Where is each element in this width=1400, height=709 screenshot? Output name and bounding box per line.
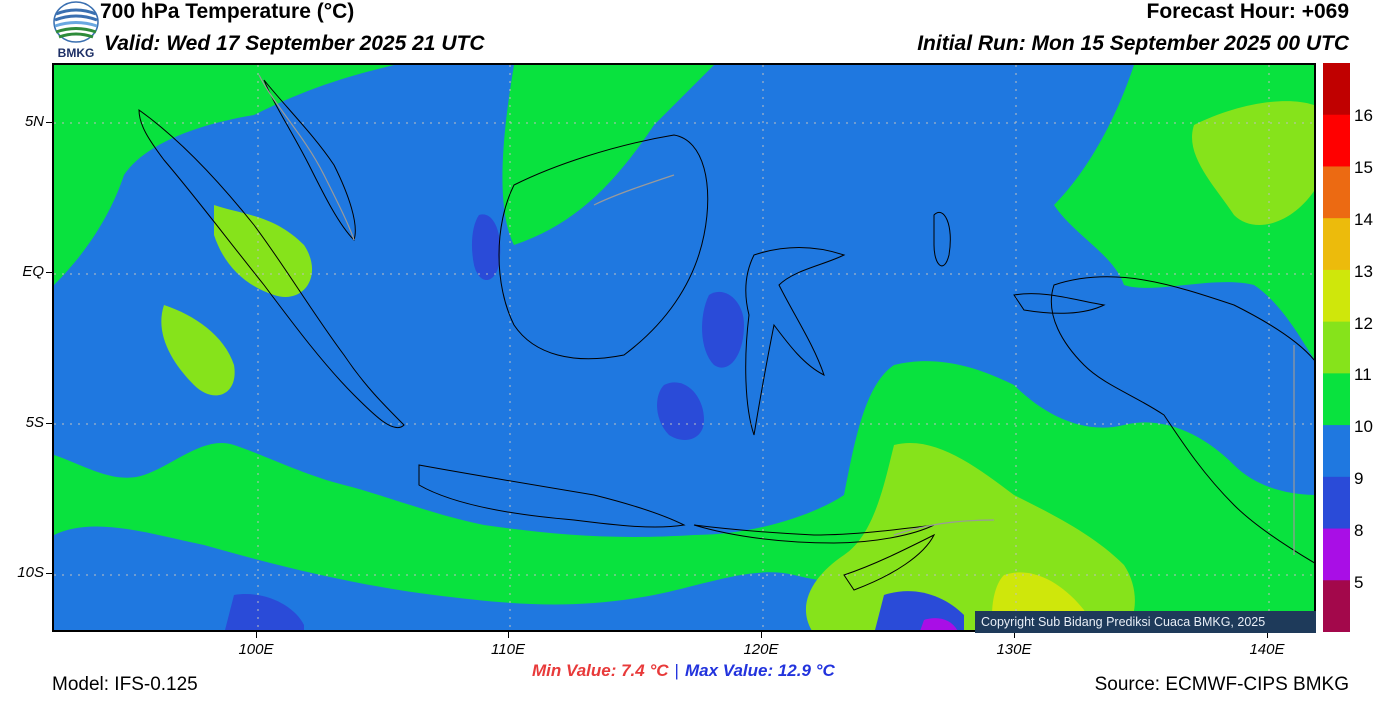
colorbar-svg	[1323, 63, 1350, 633]
colorbar-label-16: 16	[1354, 106, 1373, 125]
lat-label-5s: 5S	[25, 414, 44, 431]
lon-tick	[256, 632, 257, 638]
colorbar-label-12: 12	[1354, 314, 1373, 333]
colorbar	[1323, 63, 1350, 633]
lat-tick	[46, 122, 52, 123]
colorbar-segment	[1323, 580, 1350, 633]
initial-run: Initial Run: Mon 15 September 2025 00 UT…	[917, 32, 1349, 55]
lon-tick	[761, 632, 762, 638]
colorbar-label-9: 9	[1354, 469, 1364, 488]
colorbar-label-14: 14	[1354, 210, 1373, 229]
colorbar-segment	[1323, 166, 1350, 219]
colorbar-label-8: 8	[1354, 521, 1364, 540]
colorbar-segment	[1323, 373, 1350, 426]
bmkg-logo: BMKG	[52, 0, 100, 60]
lon-label-110e: 110E	[491, 641, 525, 658]
lat-tick	[46, 272, 52, 273]
min-value: Min Value: 7.4 °C	[532, 661, 669, 680]
lat-label-5n: 5N	[24, 113, 44, 130]
map-svg	[54, 65, 1314, 630]
min-max-values: Min Value: 7.4 °C | Max Value: 12.9 °C	[532, 661, 835, 681]
valid-time: Valid: Wed 17 September 2025 21 UTC	[104, 32, 485, 55]
colorbar-segment	[1323, 528, 1350, 581]
lon-tick	[1267, 632, 1268, 638]
colorbar-segment	[1323, 63, 1350, 116]
lat-label-eq: EQ	[22, 263, 44, 280]
colorbar-label-5: 5	[1354, 573, 1364, 592]
temperature-map[interactable]	[52, 63, 1316, 632]
field-8c-flores	[657, 382, 704, 440]
chart-title: 700 hPa Temperature (°C)	[100, 0, 355, 23]
copyright-notice: Copyright Sub Bidang Prediksi Cuaca BMKG…	[975, 611, 1316, 633]
colorbar-segment	[1323, 476, 1350, 530]
max-value: Max Value: 12.9 °C	[684, 661, 835, 680]
colorbar-segment	[1323, 425, 1350, 478]
field-11c-papua	[1192, 101, 1314, 225]
lon-label-100e: 100E	[238, 641, 274, 658]
colorbar-segment	[1323, 269, 1350, 323]
country-borders	[258, 74, 1295, 555]
lat-label-10s: 10S	[17, 564, 44, 581]
logo-text: BMKG	[58, 46, 95, 60]
graticule	[54, 65, 1314, 630]
field-9c	[54, 65, 1314, 537]
coastlines	[138, 79, 1314, 591]
colorbar-label-13: 13	[1354, 262, 1373, 281]
colorbar-label-10: 10	[1354, 417, 1373, 436]
lon-tick	[508, 632, 509, 638]
colorbar-label-11: 11	[1354, 365, 1372, 384]
min-max-separator: |	[674, 661, 679, 680]
source-label: Source: ECMWF-CIPS BMKG	[1094, 674, 1349, 695]
forecast-hour: Forecast Hour: +069	[1146, 0, 1350, 23]
colorbar-segment	[1323, 218, 1350, 271]
field-8c-borneo	[471, 214, 501, 280]
lon-label-140e: 140E	[1249, 641, 1285, 658]
lon-tick	[1014, 632, 1015, 638]
field-8c-sw	[225, 594, 304, 630]
field-11c-west	[161, 305, 235, 396]
colorbar-segment	[1323, 321, 1350, 374]
field-8c-sulawesi	[702, 291, 744, 368]
lat-tick	[46, 573, 52, 574]
lon-label-130e: 130E	[996, 641, 1032, 658]
lon-label-120e: 120E	[743, 641, 779, 658]
field-5c	[920, 618, 958, 630]
colorbar-segment	[1323, 114, 1350, 167]
model-label: Model: IFS-0.125	[52, 674, 198, 695]
colorbar-label-15: 15	[1354, 158, 1373, 177]
field-9c-south	[54, 526, 1023, 630]
lat-tick	[46, 423, 52, 424]
